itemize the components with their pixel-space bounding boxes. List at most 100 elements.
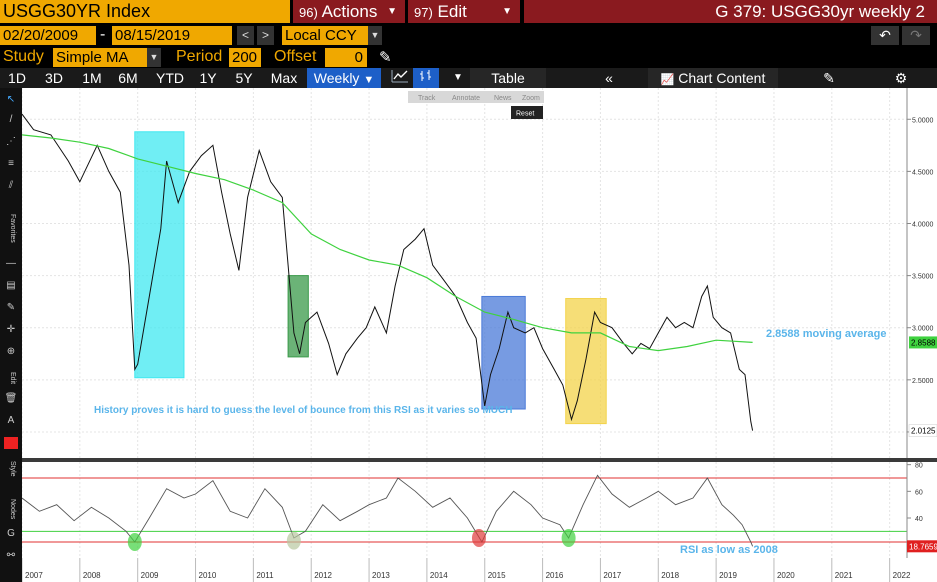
x-tick-label: 2020 [777,571,795,580]
chevron-down-icon[interactable]: ▼ [147,48,161,67]
chevron-down-icon: ▼ [363,74,375,86]
main-y-tick-label: 3.0000 [912,326,934,333]
trash-icon[interactable]: 🗑 [4,393,18,404]
pen-icon[interactable]: ✎ [6,302,16,313]
window-title: G 379: USGG30yr weekly 2 [524,0,937,23]
end-date-field[interactable]: 08/15/2019 [112,26,232,45]
undo-icon[interactable]: ↶ [871,26,899,45]
x-axis-background [22,558,937,582]
main-y-tick-label: 2.5000 [912,378,934,385]
chart-toolbar: 1D 3D 1M 6M YTD 1Y 5Y Max Weekly ▼ ▼ Tab… [0,68,937,88]
range-max-button[interactable]: Max [270,70,298,86]
rsi-annotation: RSI as low as 2008 [680,544,778,556]
rsi-line [22,474,754,547]
x-tick-label: 2014 [430,571,448,580]
x-tick-label: 2012 [314,571,332,580]
range-1m-button[interactable]: 1M [82,70,102,86]
rsi-marker [471,529,486,547]
fib-tool-icon[interactable]: ≡ [8,158,14,169]
last-price-label: 2.0125 [911,427,936,436]
study-field[interactable]: Simple MA [53,48,147,67]
table-button[interactable]: Table [470,68,546,88]
frequency-label: Weekly [313,70,360,86]
link-icon[interactable]: ⚯ [6,550,16,561]
rsi-last-tag: 18.7659 [907,540,937,553]
moving-average-line [22,134,753,352]
study-bar: Study Simple MA ▼ Period 200 Offset 0 ✎ [0,46,937,68]
left-tool-sidebar: ↖ / ⋰ ≡ ⫽ Favorites — ▤ ✎ ✛ ⊕ Edit 🗑 A S… [0,88,22,582]
last-price-tag: 2.0125 [908,424,937,437]
panel-divider[interactable] [22,458,937,462]
crosshair-icon[interactable]: ✛ [6,324,16,335]
chart-content-icon: 📈 [660,74,675,86]
chevron-down-icon[interactable]: ▼ [368,26,382,45]
chevron-down-icon: ▼ [502,6,512,17]
highlight-box [287,275,309,358]
x-tick-label: 2022 [893,571,911,580]
zoom-tool[interactable]: Zoom [522,95,540,102]
period-field[interactable]: 200 [229,48,261,67]
range-5y-button[interactable]: 5Y [235,70,253,86]
rsi-grid [22,462,907,558]
zoom-icon[interactable]: ⊕ [6,346,16,357]
reset-button[interactable] [511,106,543,119]
main-y-tick-label: 4.0000 [912,221,934,228]
ticker-field[interactable]: USGG30YR Index [0,0,290,23]
offset-field[interactable]: 0 [325,48,367,67]
actions-menu-label: Actions [321,2,378,21]
frequency-dropdown[interactable]: Weekly ▼ [307,68,381,88]
range-6m-button[interactable]: 6M [118,70,138,86]
favorites-tab[interactable]: Favorites [9,213,16,243]
study-label: Study [3,48,44,65]
chevron-down-icon[interactable]: ▼ [453,72,463,83]
annotate-tool[interactable]: Annotate [452,95,480,102]
edit-chart-icon[interactable]: ✎ [823,70,835,86]
cursor-icon[interactable]: ↖ [6,94,16,105]
redo-icon[interactable]: ↷ [902,26,930,45]
range-1d-button[interactable]: 1D [8,70,26,86]
range-ytd-button[interactable]: YTD [156,70,184,86]
edit-menu[interactable]: 97) Edit ▼ [408,0,520,23]
gear-icon[interactable]: ⚙ [894,70,908,86]
line-chart-icon[interactable] [387,68,413,88]
pencil-icon[interactable]: ✎ [379,49,392,66]
currency-field[interactable]: Local CCY [282,26,368,45]
rsi-y-tick-label: 40 [915,516,923,523]
actions-menu[interactable]: 96) Actions ▼ [293,0,405,23]
g-icon[interactable]: G [7,528,15,539]
style-tab[interactable]: Style [9,461,16,477]
chart-tools-overlay: Track Annotate News Zoom Reset [408,91,544,119]
ma-price-tag: 2.8588 [909,336,937,349]
x-tick-label: 2018 [661,571,679,580]
main-y-tick-label: 3.5000 [912,274,934,281]
x-tick-label: 2016 [546,571,564,580]
chart-canvas[interactable]: 2.00002.50003.00003.50004.00004.50005.00… [22,88,937,582]
range-3d-button[interactable]: 3D [45,70,63,86]
main-grid [22,88,907,458]
trend-tool-icon[interactable]: ⋰ [6,136,16,147]
reset-label: Reset [516,111,534,118]
start-date-field[interactable]: 02/20/2009 [0,26,96,45]
color-swatch[interactable] [4,437,18,449]
channel-tool-icon[interactable]: ⫽ [8,180,14,191]
prev-period-button[interactable]: < [237,26,254,45]
ruler-icon[interactable]: ▤ [6,280,16,291]
text-tool-icon[interactable]: A [7,415,15,426]
line-tool-icon[interactable]: / [9,114,13,125]
tools-strip [408,91,544,103]
track-tool[interactable]: Track [418,95,436,102]
rsi-marker [127,533,142,551]
actions-menu-number: 96) [299,5,318,20]
collapse-icon[interactable]: « [605,70,613,86]
chart-content-button[interactable]: 📈 Chart Content [648,68,778,88]
range-1y-button[interactable]: 1Y [199,70,217,86]
nodes-tab[interactable]: Nodes [9,498,16,520]
hline-tool-icon[interactable]: — [6,258,16,269]
edit-tab[interactable]: Edit [9,371,16,385]
next-period-button[interactable]: > [257,26,274,45]
period-label: Period [176,48,223,65]
bar-chart-icon[interactable] [413,68,439,88]
x-tick-label: 2007 [25,571,43,580]
x-tick-label: 2013 [372,571,390,580]
news-tool[interactable]: News [494,95,512,102]
